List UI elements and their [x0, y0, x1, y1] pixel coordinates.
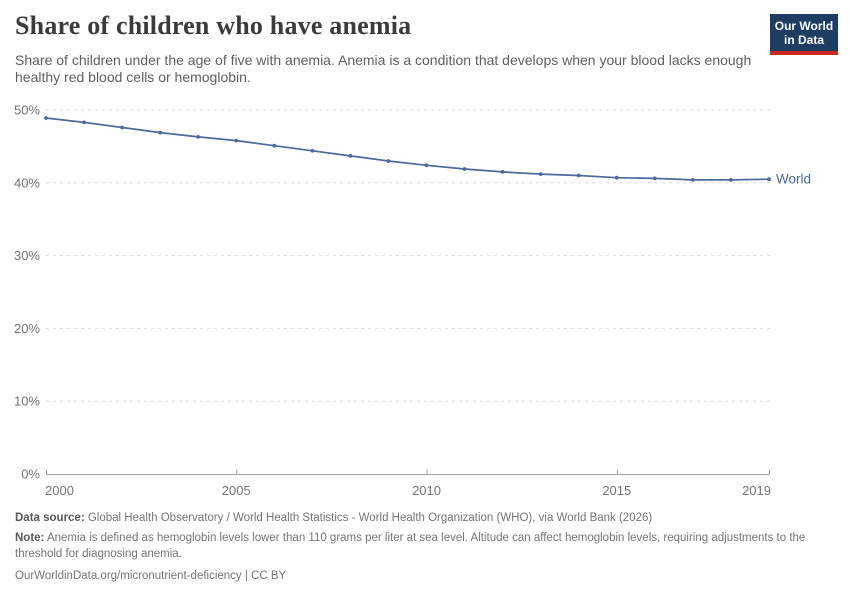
data-point[interactable] [652, 176, 657, 181]
data-source-text: Global Health Observatory / World Health… [84, 512, 653, 524]
note-line: Note: Anemia is defined as hemoglobin le… [15, 530, 848, 562]
data-point[interactable] [424, 163, 429, 168]
data-point[interactable] [767, 177, 771, 182]
data-point[interactable] [538, 172, 543, 177]
y-tick-label: 0% [21, 467, 40, 482]
y-tick-label: 10% [14, 394, 40, 409]
x-tick-label: 2010 [412, 483, 441, 498]
data-point[interactable] [386, 159, 391, 163]
footer-link[interactable]: OurWorldinData.org/micronutrient-deficie… [15, 570, 287, 582]
owid-logo-line2: in Data [783, 33, 824, 47]
data-point[interactable] [120, 125, 124, 130]
note-text: Anemia is defined as hemoglobin levels l… [15, 532, 806, 560]
series-label-world[interactable]: World [776, 172, 811, 187]
data-point[interactable] [348, 154, 353, 158]
page-title: Share of children who have anemia [15, 11, 412, 40]
x-tick-label: 2005 [222, 483, 251, 498]
owid-logo-line1: Our World [774, 19, 834, 33]
series-line-world[interactable] [45, 117, 770, 181]
data-source-label: Data source: [15, 512, 85, 524]
y-tick-label: 20% [14, 321, 40, 336]
data-point[interactable] [44, 116, 48, 120]
data-point[interactable] [691, 178, 695, 182]
data-point[interactable] [158, 130, 163, 135]
note-label: Note: [15, 532, 45, 544]
y-tick-label: 40% [14, 175, 40, 190]
y-tick-label: 50% [14, 103, 40, 118]
data-point[interactable] [234, 138, 239, 143]
data-point[interactable] [500, 170, 505, 174]
series-points-world[interactable] [44, 116, 771, 182]
y-tick-label: 30% [14, 248, 40, 263]
data-point[interactable] [729, 178, 733, 182]
data-source-line: Data source: Global Health Observatory /… [15, 510, 848, 526]
data-point[interactable] [462, 167, 467, 171]
data-point[interactable] [614, 175, 619, 180]
chart-subtitle: Share of children under the age of five … [15, 52, 752, 85]
data-point[interactable] [576, 173, 581, 178]
data-point[interactable] [310, 148, 315, 153]
data-point[interactable] [82, 120, 86, 125]
x-tick-label: 2000 [45, 483, 74, 498]
x-tick-label: 2019 [742, 483, 771, 498]
owid-logo[interactable]: Our World in Data [770, 14, 838, 55]
x-tick-label: 2015 [602, 483, 631, 498]
data-point[interactable] [272, 143, 277, 148]
chart-footer: Data source: Global Health Observatory /… [15, 510, 848, 584]
data-point[interactable] [196, 135, 201, 139]
